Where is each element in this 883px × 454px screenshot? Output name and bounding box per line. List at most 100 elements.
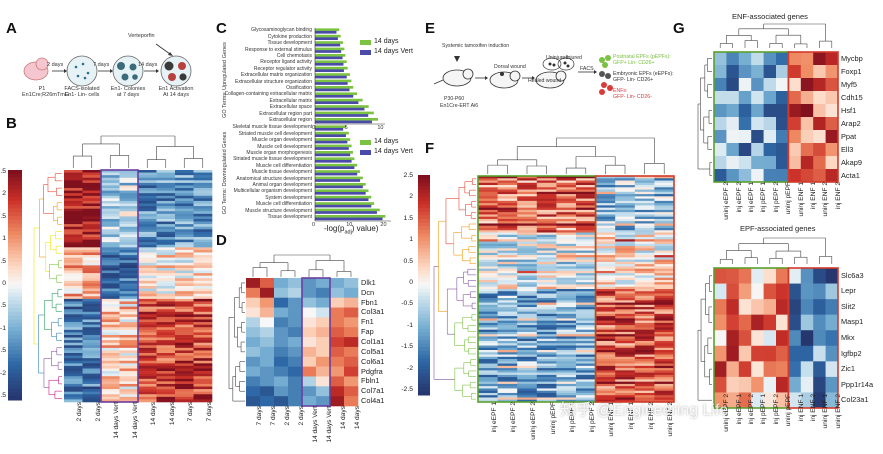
heatmap-b-cell <box>119 224 139 228</box>
heatmap-f-cell <box>478 334 498 337</box>
heatmap-f-cell <box>595 218 616 222</box>
heatmap-b-cell <box>101 337 120 341</box>
heatmap-g-epf-cell <box>763 330 777 347</box>
heatmap-f-cell <box>517 359 538 362</box>
panelD.columns-label: 2 days <box>284 406 291 426</box>
heatmap-g-enf-cell <box>800 130 814 144</box>
heatmap-b-cell <box>119 334 139 338</box>
heatmap-f-cell <box>478 347 498 351</box>
heatmap-f-cell <box>517 214 538 217</box>
heatmap-b-cell <box>175 350 194 354</box>
heatmap-b-cell <box>82 270 102 274</box>
heatmap-g-enf-cell <box>714 117 727 131</box>
heatmap-f-cell <box>478 255 498 258</box>
go-x-axis-title-main: -log(p <box>324 224 345 233</box>
heatmap-f-cell <box>615 318 636 321</box>
heatmap-f-cell <box>576 381 596 385</box>
colorbar-segment <box>8 269 22 274</box>
heatmap-f-cell <box>595 237 616 240</box>
heatmap-f-cell <box>595 225 616 229</box>
heatmap-f-cell <box>556 198 577 202</box>
colorbar-segment <box>418 329 430 334</box>
go-bar-14-days <box>315 60 347 64</box>
heatmap-b-cell <box>156 193 176 197</box>
heatmap-d-cell <box>274 287 289 298</box>
heatmap-f-cell <box>595 200 616 204</box>
heatmap-b-cell <box>64 229 83 233</box>
heatmap-b-cell <box>138 345 157 349</box>
go-bar-14-days <box>315 195 372 199</box>
gene-label: Fbn1 <box>361 297 378 307</box>
colorbar-segment <box>8 212 22 217</box>
heatmap-f-cell <box>615 340 636 344</box>
heatmap-f-cell <box>497 386 518 389</box>
heatmap-f-cell <box>517 386 538 389</box>
panelB.colorbar_ticks-tick: 0.5 <box>403 257 413 265</box>
heatmap-f-cell <box>556 207 577 211</box>
heatmap-f-cell <box>536 298 557 301</box>
colorbar-segment <box>8 265 22 271</box>
heatmap-b-cell <box>64 319 83 323</box>
heatmap-g-enf-cell <box>776 169 789 183</box>
go-bar-14-days-vert <box>315 166 355 170</box>
heatmap-f-cell <box>634 392 655 396</box>
heatmap-f-cell <box>634 255 655 258</box>
heatmap-d-cell <box>344 376 359 387</box>
heatmap-f-cell <box>536 347 557 351</box>
heatmap-f-cell <box>634 198 655 202</box>
heatmap-b-cell <box>175 206 194 209</box>
colorbar-segment <box>8 285 22 290</box>
heatmap-f-cell <box>517 178 538 181</box>
heatmap-b-cell <box>82 396 102 400</box>
heatmap-b-cell <box>175 218 194 222</box>
heatmap-b-cell <box>156 399 176 403</box>
heatmap-b-cell <box>138 360 157 364</box>
heatmap-f-cell <box>556 176 577 179</box>
heatmap-f-cell <box>497 307 518 310</box>
heatmap-b-cell <box>175 200 194 204</box>
colorbar-segment <box>8 334 22 340</box>
colorbar-segment <box>8 204 22 209</box>
heatmap-b-cell <box>193 342 213 346</box>
heatmap-b-cell <box>82 193 102 197</box>
heatmap-f-cell <box>556 359 577 362</box>
heatmap-f-cell <box>497 279 518 283</box>
heatmap-b-cell <box>82 229 102 233</box>
heatmap-f-cell <box>595 176 616 179</box>
heatmap-f-cell <box>654 331 675 335</box>
heatmap-b-cell <box>82 249 102 253</box>
heatmap-b-cell <box>101 218 120 222</box>
heatmap-f-cell <box>478 225 498 229</box>
heatmap-b-cell <box>193 296 213 300</box>
heatmap-g-enf-cell <box>788 169 802 183</box>
heatmap-f-cell <box>536 275 557 278</box>
heatmap-g-enf-cell <box>763 78 777 92</box>
heatmap-f-cell <box>615 185 636 188</box>
heatmap-f-cell <box>478 243 498 247</box>
heatmap-b-cell <box>64 226 83 230</box>
panelB.columns-label: 2 days <box>94 402 102 422</box>
heatmap-f-cell <box>654 320 675 324</box>
heatmap-b-cell <box>193 353 213 356</box>
colorbar-segment <box>8 216 22 221</box>
heatmap-f-cell <box>634 361 655 364</box>
heatmap-b-cell <box>119 172 139 176</box>
heatmap-f-cell <box>517 377 538 380</box>
heatmap-b-cell <box>156 394 176 398</box>
heatmap-b-cell <box>156 206 176 209</box>
heatmap-f-cell <box>517 273 538 276</box>
heatmap-d-cell <box>246 307 261 318</box>
heatmap-f-cell <box>536 205 557 208</box>
heatmap-f-cell <box>556 214 577 217</box>
heatmap-f-cell <box>556 234 577 238</box>
heatmap-b-cell <box>138 206 157 209</box>
heatmap-f-cell <box>497 203 518 206</box>
heatmap-g-enf-cell <box>763 130 777 144</box>
heatmap-b-cell <box>64 180 83 184</box>
heatmap-f-cell <box>497 361 518 364</box>
heatmap-f-cell <box>615 372 636 376</box>
heatmap-f-cell <box>497 374 518 378</box>
heatmap-f-cell <box>478 318 498 321</box>
heatmap-f-cell <box>536 282 557 285</box>
heatmap-f-cell <box>576 329 596 333</box>
